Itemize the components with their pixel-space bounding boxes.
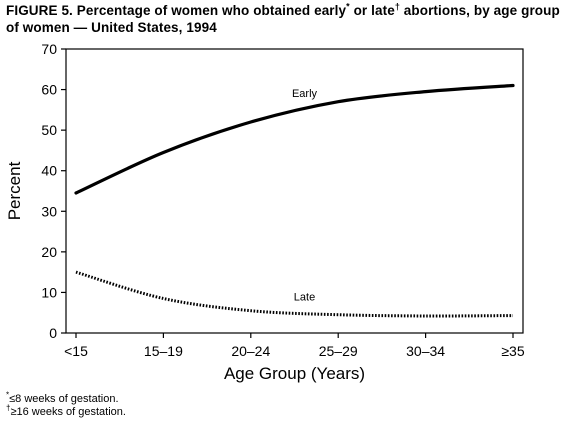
y-tick-label: 10 <box>41 284 57 300</box>
x-tick-label: <15 <box>64 343 88 359</box>
title-late-mark: † <box>394 1 400 12</box>
series-line-early <box>74 83 515 195</box>
x-tick-label: 20–24 <box>231 343 270 359</box>
x-tick-label: 25–29 <box>319 343 358 359</box>
footnote-early-text: ≤8 weeks of gestation. <box>9 393 119 405</box>
title-middle: or late <box>349 3 395 18</box>
figure-title: FIGURE 5. Percentage of women who obtain… <box>6 2 570 36</box>
title-early-mark: * <box>346 1 350 12</box>
y-tick-label: 30 <box>41 203 57 219</box>
y-tick-label: 0 <box>49 325 57 341</box>
y-axis-label: Percent <box>5 161 24 220</box>
footnote-late-text: ≥16 weeks of gestation. <box>10 406 126 418</box>
x-tick-label: 30–34 <box>406 343 445 359</box>
y-tick-label: 20 <box>41 244 57 260</box>
x-tick-label: ≥35 <box>501 343 524 359</box>
series-layer: Early Late <box>74 83 515 318</box>
plot-frame <box>65 48 524 334</box>
footnotes: *≤8 weeks of gestation. †≥16 weeks of ge… <box>6 390 126 419</box>
x-axis-ticks: <15 15–19 20–24 25–29 30–34 ≥35 <box>64 333 525 359</box>
series-label-late: Late <box>294 292 315 304</box>
title-suffix: abortions, by age group of women — Unite… <box>6 3 560 35</box>
title-prefix: FIGURE 5. Percentage of women who obtain… <box>6 3 347 18</box>
x-axis-label: Age Group (Years) <box>224 364 365 383</box>
y-axis-ticks: 0 10 20 30 40 50 60 70 <box>41 41 66 341</box>
y-tick-label: 40 <box>41 163 57 179</box>
y-tick-label: 70 <box>41 41 57 57</box>
y-tick-label: 50 <box>41 122 57 138</box>
x-tick-label: 15–19 <box>144 343 183 359</box>
plot-border <box>65 48 524 334</box>
footnote-early: *≤8 weeks of gestation. <box>6 390 126 406</box>
footnote-late: †≥16 weeks of gestation. <box>6 403 126 419</box>
series-label-early: Early <box>292 88 318 100</box>
footnote-late-mark: † <box>6 403 11 413</box>
y-tick-label: 60 <box>41 82 57 98</box>
footnote-early-mark: * <box>6 390 10 400</box>
